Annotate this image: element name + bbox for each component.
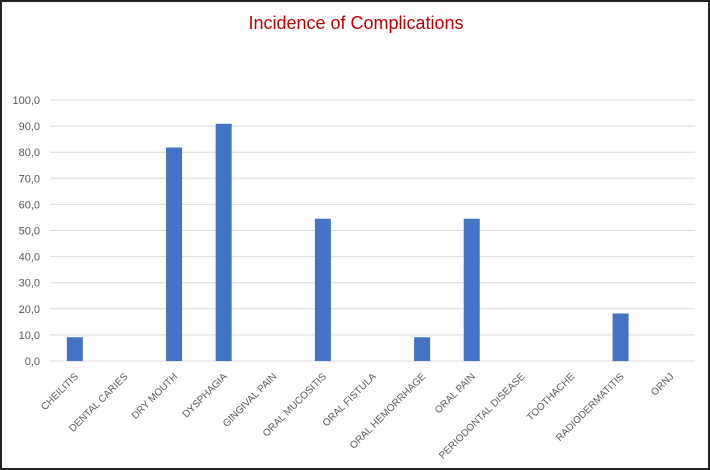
y-tick-label: 60,0 (19, 199, 40, 211)
y-tick-label: 70,0 (19, 173, 40, 185)
x-tick-label: TOOTHACHE (525, 371, 577, 423)
y-tick-label: 20,0 (19, 304, 40, 316)
y-tick-label: 50,0 (19, 226, 40, 238)
x-tick-label: ORNJ (649, 371, 676, 398)
bar-radiodermatitis (612, 313, 629, 361)
bar-oral-mucositis (314, 218, 331, 361)
chart-title: Incidence of Complications (248, 13, 463, 33)
x-tick-label: DYSPHAGIA (181, 371, 230, 420)
y-tick-label: 80,0 (19, 147, 40, 159)
y-tick-label: 90,0 (19, 121, 40, 133)
x-tick-label: PERIODONTAL DISEASE (437, 371, 528, 462)
x-tick-label: DRY MOUTH (130, 371, 180, 421)
bar-oral-pain (463, 218, 480, 361)
y-tick-label: 10,0 (19, 330, 40, 342)
bar-dysphagia (215, 123, 232, 361)
bar-dry-mouth (166, 147, 183, 361)
bar-oral-hemorrhage (414, 337, 431, 361)
y-tick-label: 40,0 (19, 252, 40, 264)
y-tick-label: 30,0 (19, 278, 40, 290)
y-tick-label: 100,0 (12, 95, 40, 107)
x-tick-label: ORAL PAIN (433, 371, 478, 416)
bar-cheilitis (66, 337, 83, 361)
y-tick-label: 0,0 (25, 356, 40, 368)
x-tick-label: CHEILITIS (39, 371, 81, 413)
